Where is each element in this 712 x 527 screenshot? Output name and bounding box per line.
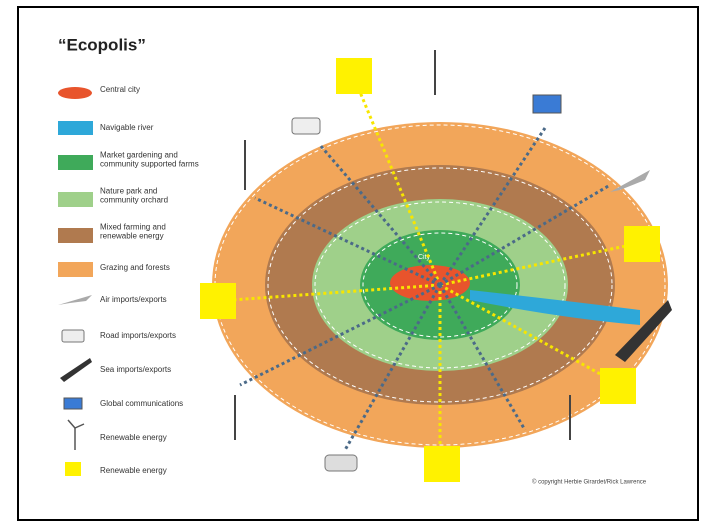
legend-label: Navigable river	[100, 123, 154, 132]
train	[324, 454, 358, 472]
icon-city	[58, 87, 92, 99]
ship	[615, 300, 672, 362]
legend-label: Global communications	[100, 399, 183, 408]
legend-label: Grazing and forests	[100, 263, 170, 272]
ring-border	[214, 124, 666, 446]
plane	[610, 170, 650, 192]
transport-rays	[239, 127, 611, 451]
wind-turbines	[234, 50, 571, 440]
icon-sea	[60, 358, 92, 382]
icon-farming	[58, 228, 93, 243]
copyright: © copyright Herbie Girardet/Rick Lawrenc…	[532, 479, 647, 486]
legend-label: Central city	[100, 85, 140, 94]
icon-river	[58, 121, 93, 135]
icon-air	[58, 295, 92, 305]
city-label: City	[418, 254, 431, 261]
legend-label: Air imports/exports	[100, 295, 167, 304]
legend-labels: Central city Navigable river Market garden…	[100, 85, 199, 475]
icon-wind	[67, 419, 85, 450]
legend-label: community orchard	[100, 196, 168, 205]
energy-rays	[231, 79, 641, 462]
legend-label: renewable energy	[100, 232, 164, 241]
legend-label: Market gardening and	[100, 151, 178, 160]
legend-label: Sea imports/exports	[100, 365, 171, 374]
legend-icons	[58, 87, 93, 476]
river	[470, 290, 640, 325]
suns	[200, 58, 660, 482]
ring-border	[267, 167, 613, 403]
legend-label: Nature park and	[100, 187, 157, 196]
ring-border	[314, 201, 566, 369]
bus	[291, 117, 321, 135]
title: “Ecopolis”	[58, 35, 146, 54]
ecopolis-map: City	[200, 50, 672, 482]
laptop	[532, 94, 562, 114]
legend-label: Mixed farming and	[100, 223, 166, 232]
icon-laptop	[63, 397, 83, 410]
icon-road	[61, 329, 85, 343]
legend-label: community supported farms	[100, 160, 199, 169]
legend-label: Renewable energy	[100, 466, 167, 475]
icon-grazing	[58, 262, 93, 277]
ring-border	[362, 232, 518, 338]
icon-park	[58, 192, 93, 207]
icon-sun	[65, 462, 81, 476]
legend-label: Road imports/exports	[100, 331, 176, 340]
legend-label: Renewable energy	[100, 433, 167, 442]
icon-market	[58, 155, 93, 170]
